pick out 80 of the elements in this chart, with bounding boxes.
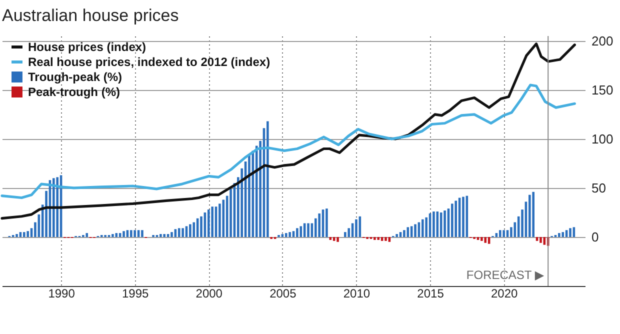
bar: [374, 236, 376, 240]
bar: [163, 234, 166, 237]
ref-line-label: FORECAST ▶: [466, 268, 545, 282]
bar: [160, 234, 162, 237]
bar: [462, 196, 464, 237]
bar: [562, 232, 564, 237]
line-series: [0, 84, 576, 200]
bar: [421, 219, 424, 237]
bar: [211, 206, 214, 237]
bar: [284, 233, 288, 237]
x-tick-label: 2015: [417, 286, 444, 300]
legend-label: Peak-trough (%): [28, 85, 120, 99]
bar: [192, 222, 196, 237]
bar: [528, 194, 531, 237]
bar: [384, 236, 387, 241]
x-tick-label: 1995: [122, 286, 150, 300]
legend-label: Trough-peak (%): [28, 70, 122, 84]
bar: [307, 223, 310, 237]
bar: [56, 177, 58, 237]
bar: [540, 236, 542, 243]
bar: [329, 236, 332, 240]
bar: [377, 236, 380, 240]
bar: [296, 228, 298, 237]
bar: [432, 211, 435, 237]
bar: [112, 234, 114, 237]
x-tick-label: 2010: [343, 286, 370, 300]
legend-label: House prices (index): [28, 40, 146, 54]
y-tick-label: 200: [592, 33, 614, 48]
bar: [222, 200, 225, 237]
bar: [134, 230, 136, 237]
bar: [344, 232, 346, 237]
bar: [170, 232, 173, 237]
line-series: [0, 42, 576, 220]
bar: [396, 234, 398, 237]
bar: [16, 234, 18, 237]
y-tick-label: 150: [592, 82, 614, 98]
bar: [336, 236, 339, 242]
bar: [115, 233, 118, 237]
bar: [318, 213, 320, 237]
bar: [326, 208, 328, 237]
bar: [406, 227, 410, 237]
bar: [266, 121, 269, 237]
bar: [86, 233, 88, 237]
chart-title: Australian house prices: [2, 6, 179, 25]
y-tick-label: 0: [592, 229, 599, 244]
bar: [189, 224, 192, 237]
x-tick-label: 2005: [270, 286, 297, 300]
bar: [22, 232, 26, 237]
bar: [182, 228, 184, 237]
bar: [569, 228, 572, 237]
bar: [403, 230, 406, 237]
bar: [414, 224, 416, 237]
bar: [480, 236, 483, 241]
bar: [178, 228, 180, 237]
x-tick-label: 2020: [490, 286, 518, 300]
legend-label: Real house prices, indexed to 2012 (index): [28, 55, 270, 69]
y-tick-label: 100: [592, 131, 614, 146]
bar: [122, 231, 125, 237]
bar: [502, 230, 505, 237]
bar: [300, 226, 302, 237]
bar: [454, 200, 458, 237]
bar: [532, 192, 534, 237]
bar: [207, 210, 210, 237]
bar: [141, 230, 144, 237]
bar: [288, 232, 291, 237]
bar: [200, 216, 202, 237]
bar: [248, 154, 250, 237]
bar: [444, 210, 446, 237]
bar: [26, 231, 29, 237]
bar: [355, 219, 358, 237]
bar: [218, 204, 221, 237]
bar: [425, 217, 428, 237]
bar: [498, 230, 502, 237]
x-tick-label: 2000: [196, 286, 223, 300]
bar: [558, 233, 560, 237]
y-tick-label: 50: [592, 180, 606, 196]
bar: [130, 230, 132, 237]
x-tick-label: 1990: [48, 286, 76, 300]
bar: [451, 204, 454, 237]
bar: [484, 236, 487, 243]
